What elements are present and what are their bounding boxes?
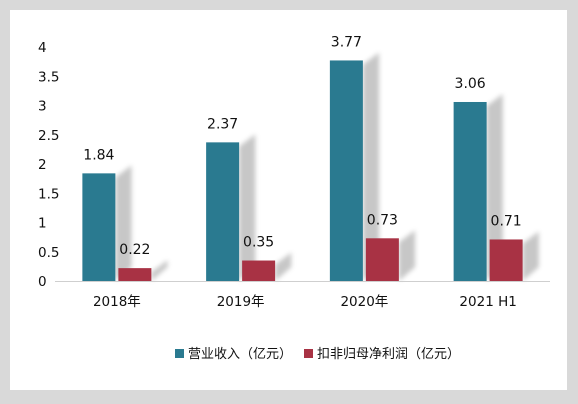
x-tick-label: 2021 H1 [459, 294, 516, 310]
data-label: 2.37 [207, 116, 238, 132]
y-tick-label: 0.5 [38, 245, 59, 261]
bar-shadows [115, 52, 539, 282]
y-tick-label: 1.5 [38, 186, 59, 202]
legend-label: 营业收入（亿元） [188, 347, 292, 362]
bars [82, 60, 523, 282]
bar-shadow [362, 52, 380, 281]
legend: 营业收入（亿元） 扣非归母净利润（亿元） [175, 347, 460, 362]
bar-shadow [522, 231, 539, 281]
data-label: 1.84 [83, 147, 114, 163]
data-label: 3.06 [455, 76, 486, 92]
data-label: 0.35 [243, 235, 274, 251]
bar-shadow [239, 134, 256, 281]
bar-net-profit [365, 238, 399, 281]
y-tick-label: 0 [38, 274, 47, 290]
bar-chart: 0 0.5 1 1.5 2 2.5 3 3.5 4 1.84 0.22 2.37 0.35 3.77 0.… [38, 34, 550, 362]
y-tick-label: 2.5 [38, 128, 59, 144]
bar-revenue [329, 60, 363, 281]
bar-shadow [398, 230, 416, 281]
value-labels: 1.84 0.22 2.37 0.35 3.77 0.73 3.06 0.71 [83, 34, 521, 258]
x-tick-label: 2019年 [217, 294, 265, 310]
y-tick-label: 1 [38, 216, 47, 232]
chart-frame: 0 0.5 1 1.5 2 2.5 3 3.5 4 1.84 0.22 2.37 0.35 3.77 0.… [10, 10, 567, 390]
legend-label: 扣非归母净利润（亿元） [317, 347, 460, 362]
data-label: 0.22 [119, 242, 150, 258]
bar-net-profit [489, 239, 523, 281]
bar-revenue [206, 142, 240, 281]
legend-swatch [304, 349, 313, 358]
x-tick-label: 2018年 [93, 294, 141, 310]
y-tick-label: 2 [38, 157, 47, 173]
y-tick-label: 4 [38, 40, 47, 56]
bar-shadow [115, 165, 132, 281]
bar-shadow [275, 252, 292, 281]
bar-revenue [453, 101, 487, 282]
bar-net-profit [242, 260, 276, 281]
y-tick-label: 3.5 [38, 69, 59, 85]
bar-net-profit [118, 268, 152, 281]
x-tick-label: 2020年 [340, 294, 388, 310]
bar-shadow [486, 93, 503, 282]
data-label: 0.71 [491, 213, 522, 229]
data-label: 0.73 [367, 212, 398, 228]
data-label: 3.77 [331, 34, 362, 50]
y-tick-label: 3 [38, 99, 47, 115]
bar-shadow [151, 260, 168, 281]
bar-revenue [82, 173, 116, 281]
y-axis: 0 0.5 1 1.5 2 2.5 3 3.5 4 [38, 40, 59, 290]
x-axis: 2018年 2019年 2020年 2021 H1 [55, 281, 550, 310]
legend-swatch [175, 349, 184, 358]
